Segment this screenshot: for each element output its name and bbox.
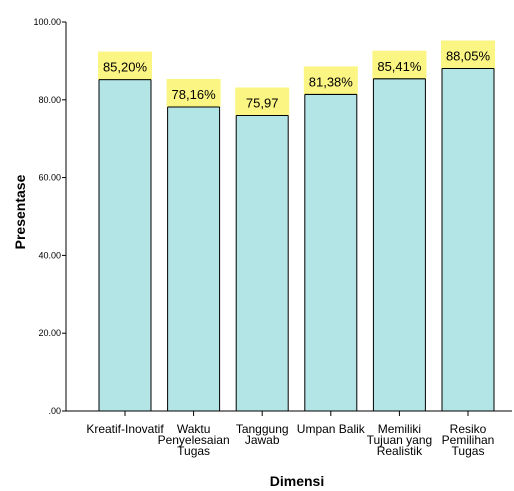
bar [372, 78, 426, 412]
x-tick-label-line: Penyelesaian [158, 433, 230, 447]
x-tick-label: Resiko Pemilihan Tugas [442, 422, 495, 458]
x-tick-label-line: Pemilihan [442, 433, 495, 447]
bar [235, 114, 289, 412]
x-tick-label: Umpan Balik [297, 422, 366, 436]
x-tick-label: Waktu Penyelesaian Tugas [158, 422, 230, 458]
axes-group: .00 20.00 40.00 60.00 80.00 100.00 Kreatif-Ino… [33, 17, 512, 458]
data-label: 85,41% [377, 59, 422, 74]
y-tick-label: 80.00 [38, 95, 61, 105]
bar [441, 67, 495, 412]
data-label-background [303, 66, 358, 95]
y-tick-label: 20.00 [38, 328, 61, 338]
x-tick-label-line: Resiko [450, 422, 487, 436]
data-label-background [372, 50, 427, 79]
data-label: 88,05% [446, 48, 491, 63]
x-tick-label-line: Kreatif-Inovatif [86, 422, 164, 436]
y-tick-label: .00 [48, 406, 61, 416]
y-tick-label: 100.00 [33, 17, 61, 27]
x-tick-label-line: Tugas [177, 444, 210, 458]
x-tick-label-line: Tujuan yang [367, 433, 433, 447]
y-tick-label: 60.00 [38, 173, 61, 183]
x-tick-label-line: Realistik [377, 444, 423, 458]
bar [304, 93, 358, 412]
data-label: 75,97 [246, 95, 279, 110]
y-tick-label: 40.00 [38, 250, 61, 260]
bar [98, 79, 152, 412]
y-axis-title: Presentase [12, 174, 28, 249]
x-tick-label-line: Umpan Balik [297, 422, 366, 436]
x-axis-title: Dimensi [270, 473, 324, 489]
data-label: 78,16% [172, 87, 217, 102]
bars-group: 85,20% 78,16% 75,97 81,38% 85,41% 88,05% [98, 40, 495, 412]
data-label-background [441, 40, 495, 69]
x-tick-label-line: Memiliki [378, 422, 421, 436]
x-tick-label-line: Tugas [452, 444, 485, 458]
data-label: 85,20% [103, 60, 148, 75]
x-tick-label: Memiliki Tujuan yang Realistik [367, 422, 433, 458]
x-tick-label: Kreatif-Inovatif [86, 422, 164, 436]
data-label: 81,38% [309, 74, 354, 89]
data-label-background [98, 51, 152, 80]
x-tick-label: Tanggung Jawab [236, 422, 289, 447]
x-tick-label-line: Tanggung [236, 422, 289, 436]
data-label-background [166, 78, 221, 107]
x-tick-label-line: Waktu [177, 422, 211, 436]
x-tick-label-line: Jawab [245, 433, 280, 447]
data-label-background [235, 87, 290, 116]
bar [167, 106, 221, 412]
